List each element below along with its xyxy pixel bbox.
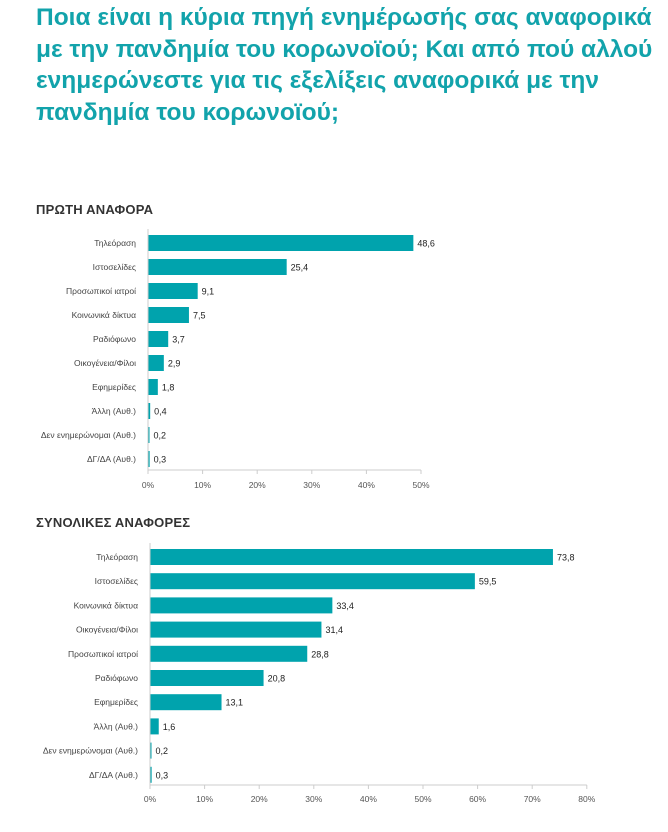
bar (150, 645, 308, 662)
tick-label: 30% (305, 794, 322, 804)
category-label: Ιστοσελίδες (95, 576, 138, 586)
value-label: 9,1 (202, 287, 215, 297)
bar (150, 621, 322, 638)
value-label: 1,6 (163, 722, 176, 732)
bar (148, 307, 189, 323)
tick-label: 20% (251, 794, 268, 804)
bar (150, 742, 152, 759)
tick-label: 20% (249, 480, 266, 490)
value-label: 0,2 (156, 746, 169, 756)
category-label: ΔΓ/ΔΑ (Αυθ.) (87, 454, 136, 464)
category-label: Δεν ενημερώνομαι (Αυθ.) (43, 746, 138, 756)
value-label: 0,3 (154, 455, 167, 465)
category-label: Άλλη (Αυθ.) (92, 406, 136, 416)
bar (148, 403, 151, 419)
bar (148, 355, 164, 371)
category-label: Ραδιόφωνο (95, 673, 138, 683)
value-label: 59,5 (479, 577, 497, 587)
bar (148, 259, 287, 275)
bar (148, 451, 150, 467)
tick-label: 70% (524, 794, 541, 804)
value-label: 0,3 (156, 770, 169, 780)
tick-label: 10% (196, 794, 213, 804)
bar (150, 573, 475, 590)
category-label: Τηλεόραση (96, 552, 138, 562)
value-label: 1,8 (162, 383, 175, 393)
value-label: 7,5 (193, 311, 206, 321)
page-title: Ποια είναι η κύρια πηγή ενημέρωσής σας α… (36, 4, 653, 126)
chart1-title: ΠΡΩΤΗ ΑΝΑΦΟΡΑ (36, 202, 154, 217)
category-label: Κοινωνικά δίκτυα (72, 310, 137, 320)
value-label: 48,6 (417, 239, 435, 249)
tick-label: 50% (412, 480, 429, 490)
category-label: Δεν ενημερώνομαι (Αυθ.) (41, 430, 136, 440)
bar (150, 766, 152, 783)
tick-label: 60% (469, 794, 486, 804)
bar (148, 283, 198, 299)
tick-label: 30% (303, 480, 320, 490)
bar (150, 670, 264, 686)
category-label: Οικογένεια/Φίλοι (74, 358, 136, 368)
value-label: 2,9 (168, 359, 181, 369)
tick-label: 0% (144, 794, 157, 804)
value-label: 33,4 (336, 601, 354, 611)
value-label: 28,8 (311, 649, 329, 659)
value-label: 13,1 (226, 698, 244, 708)
value-label: 0,2 (154, 431, 167, 441)
bar (148, 331, 169, 347)
bar (150, 549, 553, 565)
value-label: 73,8 (557, 553, 575, 563)
value-label: 31,4 (325, 625, 343, 635)
value-label: 3,7 (172, 335, 185, 345)
tick-label: 0% (142, 480, 155, 490)
tick-label: 10% (194, 480, 211, 490)
chart2-title: ΣΥΝΟΛΙΚΕΣ ΑΝΑΦΟΡΕΣ (36, 515, 191, 530)
category-label: Ιστοσελίδες (93, 262, 136, 272)
bar (150, 694, 222, 711)
tick-label: 80% (578, 794, 595, 804)
bar (150, 718, 159, 735)
category-label: ΔΓ/ΔΑ (Αυθ.) (89, 770, 138, 780)
value-label: 25,4 (291, 263, 309, 273)
tick-label: 40% (358, 480, 375, 490)
bar (148, 379, 158, 395)
bar (150, 597, 333, 614)
category-label: Εφημερίδες (92, 382, 136, 392)
bar (148, 235, 414, 251)
category-label: Προσωπικοί ιατροί (66, 286, 136, 296)
category-label: Άλλη (Αυθ.) (94, 721, 138, 731)
value-label: 0,4 (154, 407, 167, 417)
category-label: Τηλεόραση (94, 238, 136, 248)
value-label: 20,8 (268, 674, 286, 684)
category-label: Κοινωνικά δίκτυα (74, 600, 139, 610)
bar (148, 427, 150, 443)
tick-label: 50% (414, 794, 431, 804)
category-label: Οικογένεια/Φίλοι (76, 625, 138, 635)
category-label: Εφημερίδες (94, 697, 138, 707)
category-label: Προσωπικοί ιατροί (68, 649, 138, 659)
tick-label: 40% (360, 794, 377, 804)
category-label: Ραδιόφωνο (93, 334, 136, 344)
